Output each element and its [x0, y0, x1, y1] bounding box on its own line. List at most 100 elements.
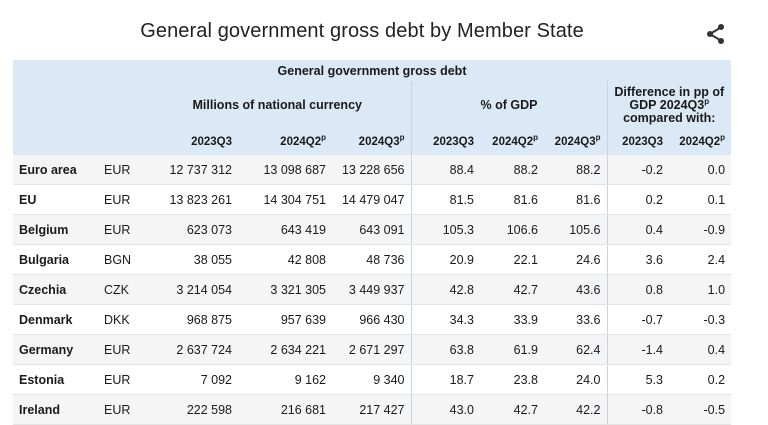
- group-header-row: Millions of national currency % of GDP D…: [13, 81, 732, 129]
- country-name: Euro area: [13, 155, 100, 185]
- table-cell: 106.6: [480, 214, 544, 245]
- table-cell: 3.6: [606, 244, 669, 275]
- column-header-label: 2024Q2: [492, 136, 534, 148]
- table-cell: 7 092: [144, 364, 238, 395]
- table-cell: 13 098 687: [238, 155, 332, 185]
- table-cell: 14 304 751: [238, 184, 332, 215]
- group-header-millions: Millions of national currency: [144, 81, 411, 129]
- empty-header: [13, 81, 144, 129]
- column-header-sup: p: [321, 133, 326, 143]
- table-cell: 5.3: [606, 364, 669, 395]
- table-cell: 3 214 054: [144, 274, 238, 305]
- share-icon: [707, 24, 724, 44]
- table-cell: 48 736: [332, 244, 411, 275]
- table-cell: 105.3: [410, 214, 480, 245]
- country-name: Czechia: [13, 274, 100, 305]
- table-cell: 643 419: [238, 214, 332, 245]
- table-cell: 1.0: [669, 274, 732, 305]
- table-cell: 966 430: [332, 304, 411, 335]
- country-name: Estonia: [13, 364, 100, 395]
- table-cell: -0.8: [606, 394, 669, 425]
- country-name: Bulgaria: [13, 244, 100, 275]
- table-cell: 43.6: [544, 274, 607, 305]
- group-header-pct-gdp: % of GDP: [410, 81, 607, 129]
- table-cell: 217 427: [332, 394, 411, 425]
- table-cell: 42.7: [480, 274, 544, 305]
- table-cell: 81.6: [544, 184, 607, 215]
- currency-code: EUR: [100, 394, 144, 425]
- table-cell: 43.0: [410, 394, 480, 425]
- table-cell: 623 073: [144, 214, 238, 245]
- table-cell: 22.1: [480, 244, 544, 275]
- table-cell: 9 162: [238, 364, 332, 395]
- column-header-sup: p: [720, 133, 726, 143]
- table-row: Estonia EUR 7 092 9 162 9 340 18.7 23.8 24.0 5.3…: [13, 364, 732, 395]
- table-cell: 2 671 297: [332, 334, 411, 365]
- column-header: 2024Q3p: [332, 129, 411, 155]
- column-header: 2024Q2p: [238, 129, 332, 155]
- table-row: EU EUR 13 823 261 14 304 751 14 479 047 81.5 8…: [13, 184, 732, 215]
- page-title: General government gross debt by Member …: [140, 20, 584, 42]
- table-cell: 2.4: [669, 244, 732, 275]
- country-name: Ireland: [13, 394, 100, 425]
- table-cell: 42.2: [544, 394, 607, 425]
- column-header-sup: p: [533, 133, 538, 143]
- group-header-diff-sup: p: [704, 96, 710, 106]
- table-cell: 88.4: [410, 155, 480, 185]
- table-row: Euro area EUR 12 737 312 13 098 687 13 228 6…: [13, 155, 732, 185]
- column-header-label: 2023Q3: [433, 136, 474, 148]
- currency-code: BGN: [100, 244, 144, 275]
- column-header-label: 2023Q3: [191, 136, 232, 148]
- table-cell: 3 321 305: [238, 274, 332, 305]
- column-header-label: 2024Q3: [554, 136, 596, 148]
- currency-code: CZK: [100, 274, 144, 305]
- table-cell: 0.4: [669, 334, 732, 365]
- table-row: Ireland EUR 222 598 216 681 217 427 43.0 42.7 4…: [13, 394, 732, 425]
- group-header-diff-tail: compared with:: [623, 110, 716, 125]
- table-row: Bulgaria BGN 38 055 42 808 48 736 20.9 22.1 24.…: [13, 244, 732, 275]
- table-cell: 3 449 937: [332, 274, 411, 305]
- table-cell: 23.8: [480, 364, 544, 395]
- share-button[interactable]: [704, 22, 728, 46]
- table-cell: 0.2: [606, 184, 669, 215]
- table-cell: 0.2: [669, 364, 732, 395]
- table-cell: 0.1: [669, 184, 732, 215]
- debt-table: General government gross debt Millions o…: [13, 60, 732, 425]
- table-caption-row: General government gross debt: [13, 60, 732, 81]
- table-cell: 33.9: [480, 304, 544, 335]
- country-name: Denmark: [13, 304, 100, 335]
- table-cell: 34.3: [410, 304, 480, 335]
- country-name: EU: [13, 184, 100, 215]
- group-header-diff: Difference in pp of GDP 2024Q3p compared…: [606, 81, 732, 129]
- table-cell: 13 823 261: [144, 184, 238, 215]
- table-cell: 24.6: [544, 244, 607, 275]
- table-cell: -1.4: [606, 334, 669, 365]
- table-cell: -0.2: [606, 155, 669, 185]
- table-row: Belgium EUR 623 073 643 419 643 091 105.3 106.…: [13, 214, 732, 245]
- column-header-sup: p: [595, 133, 601, 143]
- table-caption: General government gross debt: [13, 60, 732, 81]
- table-cell: 13 228 656: [332, 155, 411, 185]
- table-cell: 957 639: [238, 304, 332, 335]
- table-cell: 61.9: [480, 334, 544, 365]
- table-cell: 222 598: [144, 394, 238, 425]
- table-cell: -0.5: [669, 394, 732, 425]
- column-header: 2023Q3: [606, 129, 669, 155]
- table-cell: 0.8: [606, 274, 669, 305]
- table-cell: 105.6: [544, 214, 607, 245]
- empty-header: [13, 129, 144, 155]
- table-cell: -0.3: [669, 304, 732, 335]
- table-row: Czechia CZK 3 214 054 3 321 305 3 449 937 42.…: [13, 274, 732, 305]
- column-header: 2023Q3: [410, 129, 480, 155]
- table-cell: 42.7: [480, 394, 544, 425]
- table-cell: 81.5: [410, 184, 480, 215]
- table-cell: -0.7: [606, 304, 669, 335]
- table-cell: 81.6: [480, 184, 544, 215]
- column-header: 2023Q3: [144, 129, 238, 155]
- table-cell: -0.9: [669, 214, 732, 245]
- currency-code: EUR: [100, 364, 144, 395]
- table-cell: 42.8: [410, 274, 480, 305]
- table-cell: 42 808: [238, 244, 332, 275]
- table-cell: 0.0: [669, 155, 732, 185]
- table-row: Denmark DKK 968 875 957 639 966 430 34.3 33.9 3…: [13, 304, 732, 335]
